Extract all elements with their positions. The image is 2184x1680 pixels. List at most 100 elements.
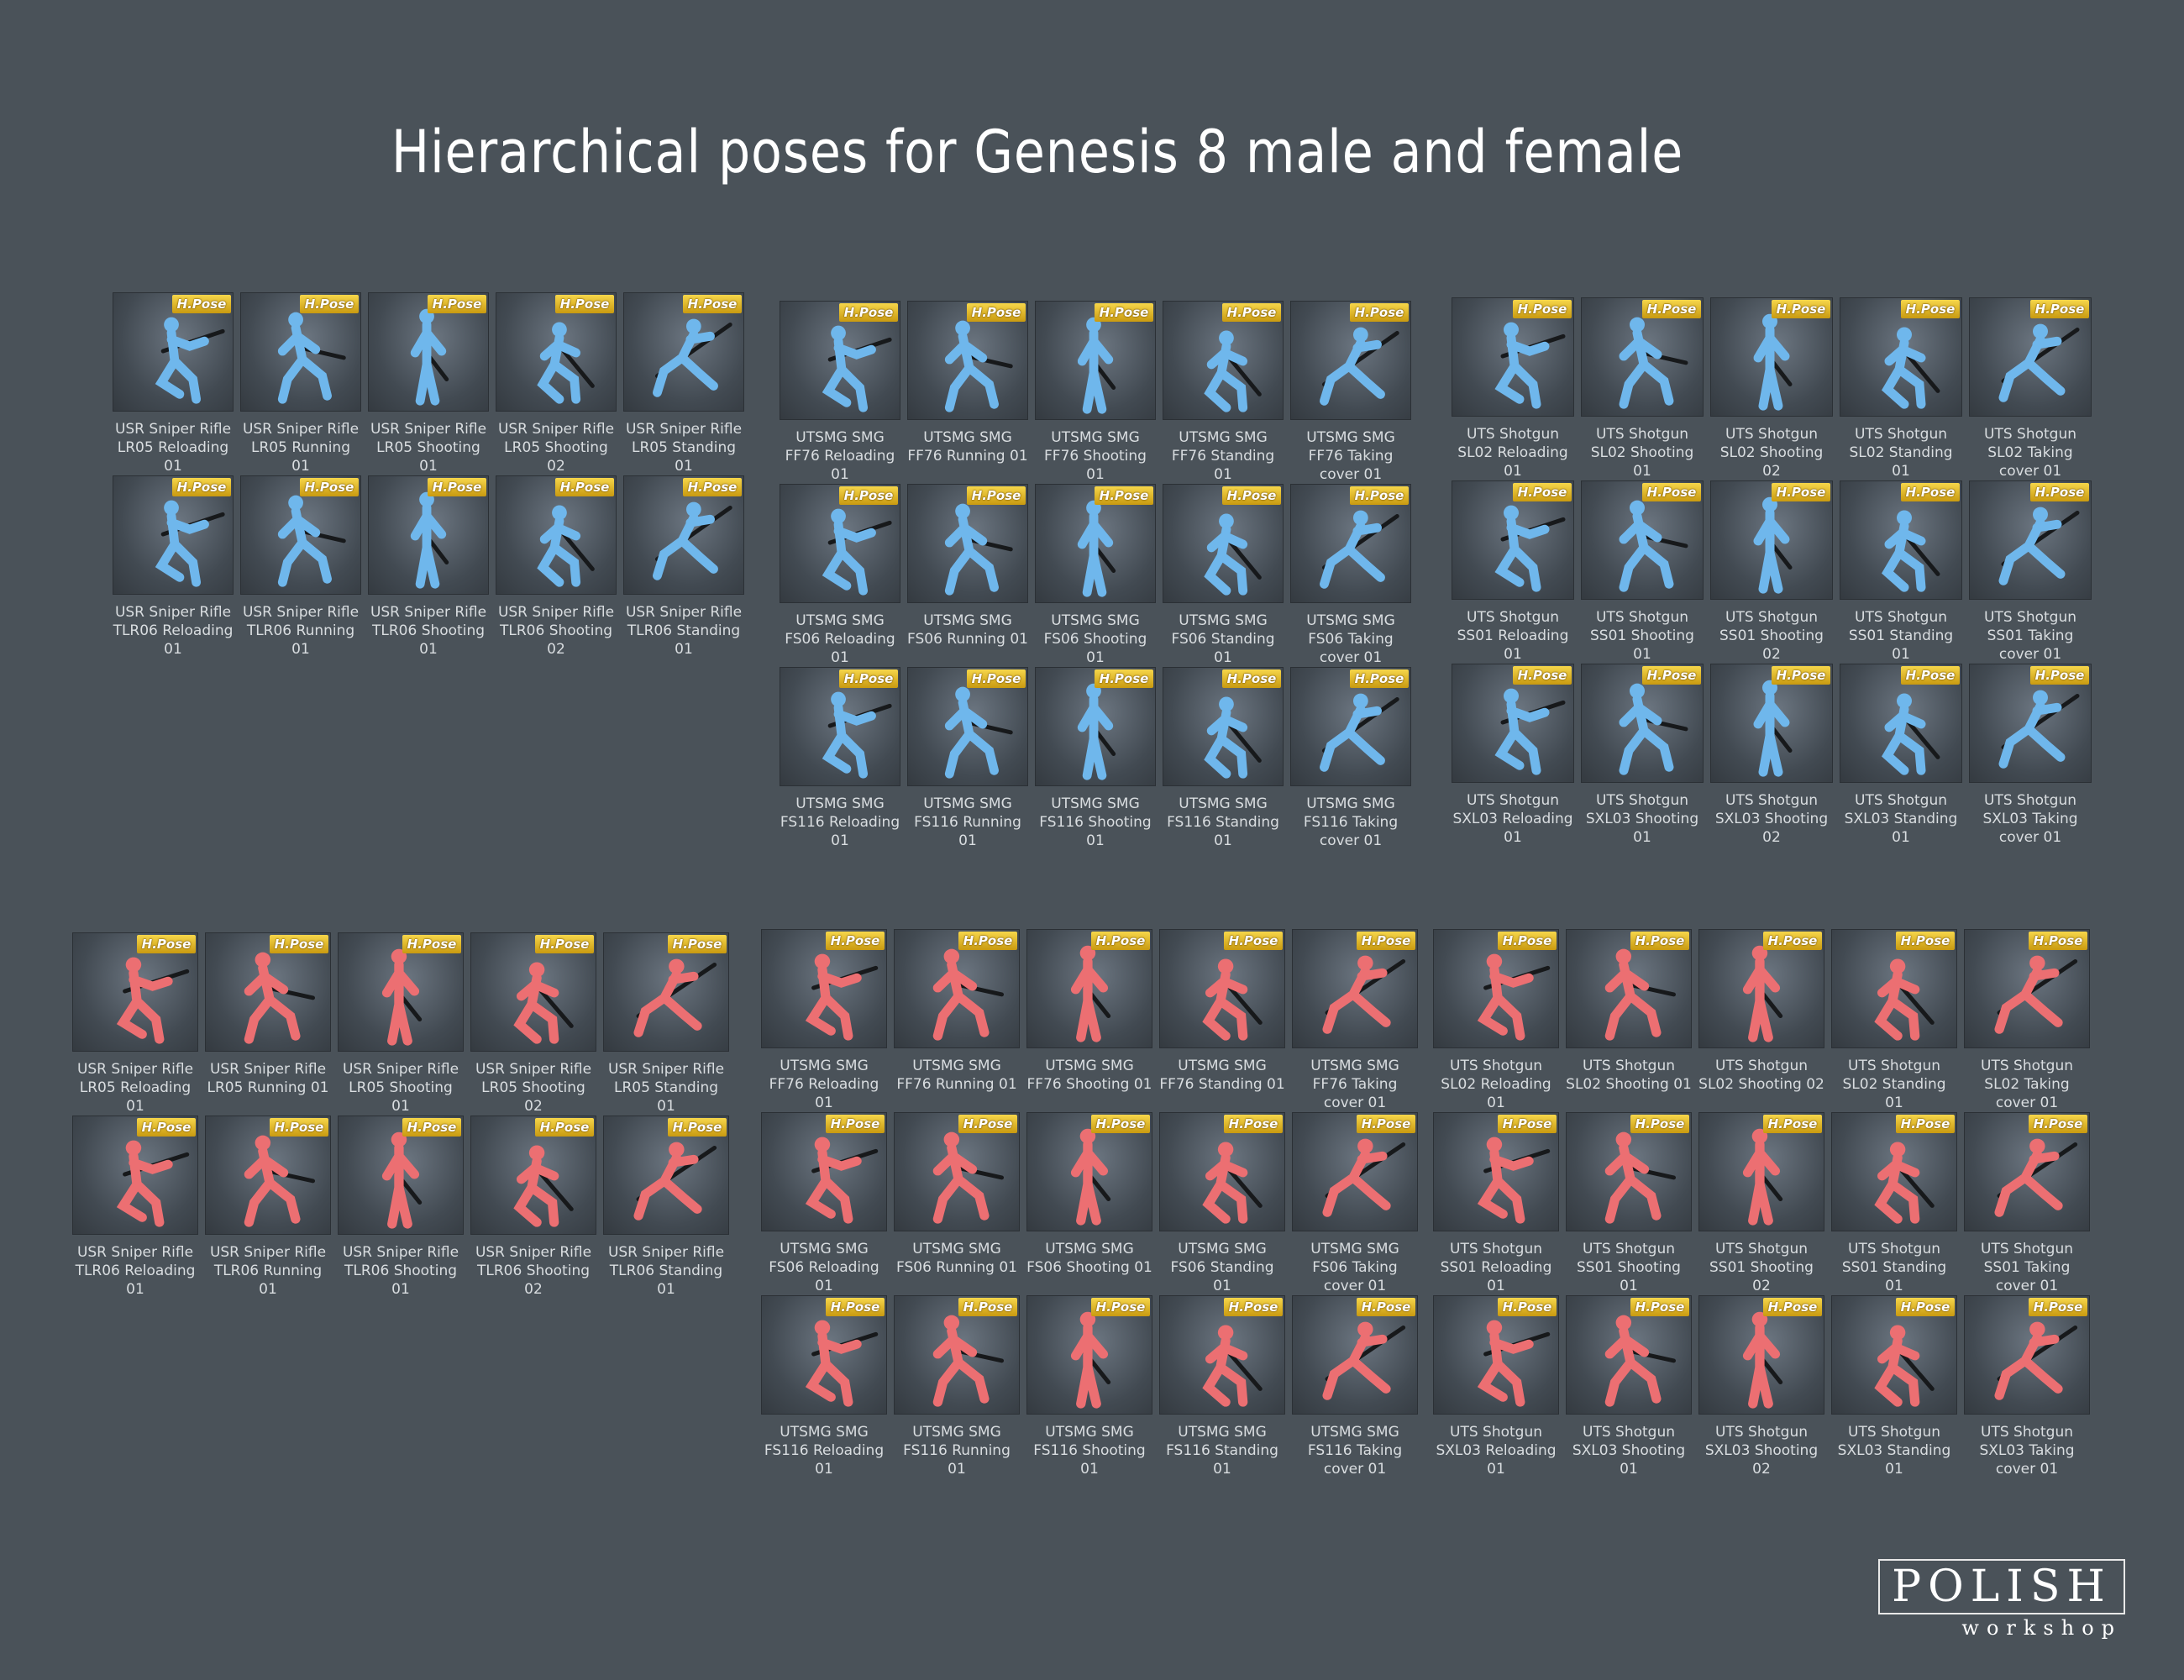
pose-thumbnail[interactable]: H.Pose bbox=[907, 301, 1028, 420]
pose-tile[interactable]: H.Pose USR Sniper Rifle TLR06 Standing 01 bbox=[603, 1116, 729, 1299]
pose-thumbnail[interactable]: H.Pose bbox=[1452, 297, 1574, 417]
pose-thumbnail[interactable]: H.Pose bbox=[894, 1112, 1020, 1231]
pose-thumbnail[interactable]: H.Pose bbox=[240, 292, 361, 412]
pose-thumbnail[interactable]: H.Pose bbox=[368, 475, 489, 595]
pose-tile[interactable]: H.Pose UTSMG SMG FF76 Running 01 bbox=[907, 301, 1028, 484]
pose-thumbnail[interactable]: H.Pose bbox=[1292, 1295, 1418, 1415]
pose-thumbnail[interactable]: H.Pose bbox=[623, 475, 744, 595]
pose-tile[interactable]: H.Pose UTS Shotgun SS01 Reloading 01 bbox=[1452, 480, 1574, 664]
pose-tile[interactable]: H.Pose UTSMG SMG FS06 Standing 01 bbox=[1163, 484, 1284, 667]
pose-thumbnail[interactable]: H.Pose bbox=[1163, 667, 1284, 786]
pose-tile[interactable]: H.Pose UTS Shotgun SS01 Taking cover 01 bbox=[1964, 1112, 2090, 1295]
pose-tile[interactable]: H.Pose UTS Shotgun SXL03 Standing 01 bbox=[1840, 664, 1962, 847]
pose-tile[interactable]: H.Pose USR Sniper Rifle LR05 Running 01 bbox=[205, 932, 331, 1116]
pose-tile[interactable]: H.Pose UTS Shotgun SXL03 Shooting 02 bbox=[1698, 1295, 1824, 1478]
pose-thumbnail[interactable]: H.Pose bbox=[894, 929, 1020, 1048]
pose-tile[interactable]: H.Pose UTSMG SMG FF76 Shooting 01 bbox=[1035, 301, 1156, 484]
pose-thumbnail[interactable]: H.Pose bbox=[1292, 929, 1418, 1048]
pose-thumbnail[interactable]: H.Pose bbox=[72, 1116, 198, 1235]
pose-tile[interactable]: H.Pose UTSMG SMG FF76 Shooting 01 bbox=[1026, 929, 1152, 1112]
pose-tile[interactable]: H.Pose UTS Shotgun SS01 Standing 01 bbox=[1831, 1112, 1957, 1295]
pose-thumbnail[interactable]: H.Pose bbox=[1566, 929, 1692, 1048]
pose-thumbnail[interactable]: H.Pose bbox=[1840, 664, 1962, 783]
pose-tile[interactable]: H.Pose UTSMG SMG FS116 Taking cover 01 bbox=[1290, 667, 1411, 850]
pose-tile[interactable]: H.Pose USR Sniper Rifle TLR06 Running 01 bbox=[205, 1116, 331, 1299]
pose-tile[interactable]: H.Pose UTSMG SMG FF76 Reloading 01 bbox=[780, 301, 900, 484]
pose-thumbnail[interactable]: H.Pose bbox=[780, 301, 900, 420]
pose-tile[interactable]: H.Pose UTSMG SMG FF76 Reloading 01 bbox=[761, 929, 887, 1112]
pose-tile[interactable]: H.Pose UTSMG SMG FS06 Shooting 01 bbox=[1026, 1112, 1152, 1295]
pose-tile[interactable]: H.Pose UTSMG SMG FF76 Running 01 bbox=[894, 929, 1020, 1112]
pose-thumbnail[interactable]: H.Pose bbox=[470, 1116, 596, 1235]
pose-thumbnail[interactable]: H.Pose bbox=[1163, 301, 1284, 420]
pose-thumbnail[interactable]: H.Pose bbox=[623, 292, 744, 412]
pose-thumbnail[interactable]: H.Pose bbox=[761, 1295, 887, 1415]
pose-tile[interactable]: H.Pose USR Sniper Rifle TLR06 Reloading 0… bbox=[72, 1116, 198, 1299]
pose-thumbnail[interactable]: H.Pose bbox=[1840, 297, 1962, 417]
pose-thumbnail[interactable]: H.Pose bbox=[72, 932, 198, 1052]
pose-tile[interactable]: H.Pose USR Sniper Rifle TLR06 Shooting 02 bbox=[470, 1116, 596, 1299]
pose-tile[interactable]: H.Pose UTS Shotgun SS01 Shooting 01 bbox=[1566, 1112, 1692, 1295]
pose-tile[interactable]: H.Pose UTSMG SMG FS116 Reloading 01 bbox=[761, 1295, 887, 1478]
pose-thumbnail[interactable]: H.Pose bbox=[113, 475, 234, 595]
pose-thumbnail[interactable]: H.Pose bbox=[1566, 1295, 1692, 1415]
pose-tile[interactable]: H.Pose UTSMG SMG FS116 Standing 01 bbox=[1163, 667, 1284, 850]
pose-thumbnail[interactable]: H.Pose bbox=[1035, 484, 1156, 603]
pose-thumbnail[interactable]: H.Pose bbox=[780, 484, 900, 603]
pose-tile[interactable]: H.Pose UTSMG SMG FS06 Standing 01 bbox=[1159, 1112, 1285, 1295]
pose-thumbnail[interactable]: H.Pose bbox=[1581, 480, 1704, 600]
pose-thumbnail[interactable]: H.Pose bbox=[1964, 1112, 2090, 1231]
pose-thumbnail[interactable]: H.Pose bbox=[1698, 1112, 1824, 1231]
pose-tile[interactable]: H.Pose UTS Shotgun SL02 Standing 01 bbox=[1840, 297, 1962, 480]
pose-thumbnail[interactable]: H.Pose bbox=[1710, 480, 1833, 600]
pose-tile[interactable]: H.Pose USR Sniper Rifle LR05 Standing 01 bbox=[623, 292, 744, 475]
pose-thumbnail[interactable]: H.Pose bbox=[1290, 484, 1411, 603]
pose-tile[interactable]: H.Pose UTSMG SMG FS116 Standing 01 bbox=[1159, 1295, 1285, 1478]
pose-tile[interactable]: H.Pose USR Sniper Rifle LR05 Shooting 02 bbox=[470, 932, 596, 1116]
pose-thumbnail[interactable]: H.Pose bbox=[1969, 664, 2092, 783]
pose-thumbnail[interactable]: H.Pose bbox=[338, 1116, 464, 1235]
pose-thumbnail[interactable]: H.Pose bbox=[1026, 1112, 1152, 1231]
pose-tile[interactable]: H.Pose UTS Shotgun SS01 Shooting 02 bbox=[1710, 480, 1833, 664]
pose-thumbnail[interactable]: H.Pose bbox=[1433, 1112, 1559, 1231]
pose-tile[interactable]: H.Pose UTSMG SMG FF76 Taking cover 01 bbox=[1292, 929, 1418, 1112]
pose-thumbnail[interactable]: H.Pose bbox=[368, 292, 489, 412]
pose-tile[interactable]: H.Pose USR Sniper Rifle LR05 Reloading 01 bbox=[113, 292, 234, 475]
pose-thumbnail[interactable]: H.Pose bbox=[1433, 929, 1559, 1048]
pose-thumbnail[interactable]: H.Pose bbox=[603, 932, 729, 1052]
pose-thumbnail[interactable]: H.Pose bbox=[1698, 1295, 1824, 1415]
pose-tile[interactable]: H.Pose UTS Shotgun SXL03 Reloading 01 bbox=[1452, 664, 1574, 847]
pose-thumbnail[interactable]: H.Pose bbox=[1964, 929, 2090, 1048]
pose-tile[interactable]: H.Pose USR Sniper Rifle TLR06 Shooting 01 bbox=[368, 475, 489, 659]
pose-tile[interactable]: H.Pose UTS Shotgun SS01 Standing 01 bbox=[1840, 480, 1962, 664]
pose-tile[interactable]: H.Pose UTSMG SMG FS06 Reloading 01 bbox=[761, 1112, 887, 1295]
pose-thumbnail[interactable]: H.Pose bbox=[1026, 929, 1152, 1048]
pose-tile[interactable]: H.Pose UTS Shotgun SXL03 Shooting 01 bbox=[1581, 664, 1704, 847]
pose-tile[interactable]: H.Pose USR Sniper Rifle LR05 Shooting 02 bbox=[496, 292, 617, 475]
pose-tile[interactable]: H.Pose USR Sniper Rifle LR05 Running 01 bbox=[240, 292, 361, 475]
pose-thumbnail[interactable]: H.Pose bbox=[205, 932, 331, 1052]
pose-tile[interactable]: H.Pose UTS Shotgun SXL03 Shooting 01 bbox=[1566, 1295, 1692, 1478]
pose-tile[interactable]: H.Pose UTS Shotgun SL02 Shooting 02 bbox=[1698, 929, 1824, 1112]
pose-thumbnail[interactable]: H.Pose bbox=[113, 292, 234, 412]
pose-tile[interactable]: H.Pose UTS Shotgun SXL03 Standing 01 bbox=[1831, 1295, 1957, 1478]
pose-thumbnail[interactable]: H.Pose bbox=[1964, 1295, 2090, 1415]
pose-thumbnail[interactable]: H.Pose bbox=[1035, 301, 1156, 420]
pose-tile[interactable]: H.Pose UTS Shotgun SL02 Taking cover 01 bbox=[1964, 929, 2090, 1112]
pose-thumbnail[interactable]: H.Pose bbox=[1969, 297, 2092, 417]
pose-thumbnail[interactable]: H.Pose bbox=[1710, 297, 1833, 417]
pose-thumbnail[interactable]: H.Pose bbox=[907, 667, 1028, 786]
pose-thumbnail[interactable]: H.Pose bbox=[780, 667, 900, 786]
pose-tile[interactable]: H.Pose UTS Shotgun SXL03 Shooting 02 bbox=[1710, 664, 1833, 847]
pose-thumbnail[interactable]: H.Pose bbox=[338, 932, 464, 1052]
pose-tile[interactable]: H.Pose UTSMG SMG FF76 Taking cover 01 bbox=[1290, 301, 1411, 484]
pose-tile[interactable]: H.Pose UTS Shotgun SL02 Reloading 01 bbox=[1452, 297, 1574, 480]
pose-thumbnail[interactable]: H.Pose bbox=[1831, 1112, 1957, 1231]
pose-tile[interactable]: H.Pose UTS Shotgun SL02 Shooting 01 bbox=[1566, 929, 1692, 1112]
pose-tile[interactable]: H.Pose UTS Shotgun SS01 Taking cover 01 bbox=[1969, 480, 2092, 664]
pose-thumbnail[interactable]: H.Pose bbox=[470, 932, 596, 1052]
pose-thumbnail[interactable]: H.Pose bbox=[761, 929, 887, 1048]
pose-tile[interactable]: H.Pose UTSMG SMG FS116 Running 01 bbox=[894, 1295, 1020, 1478]
pose-tile[interactable]: H.Pose USR Sniper Rifle LR05 Shooting 01 bbox=[338, 932, 464, 1116]
pose-thumbnail[interactable]: H.Pose bbox=[1290, 301, 1411, 420]
